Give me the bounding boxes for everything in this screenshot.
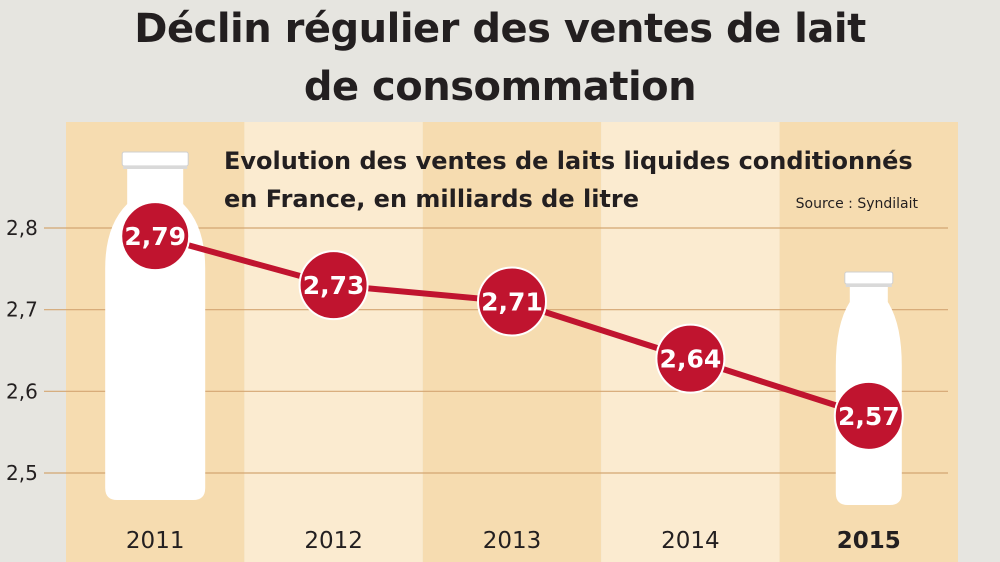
bottle-cap-ring xyxy=(845,284,892,287)
x-tick-label: 2013 xyxy=(483,528,542,554)
x-tick-label: 2014 xyxy=(661,528,720,554)
x-tick-label: 2011 xyxy=(126,528,185,554)
data-point-2015: 2,57 xyxy=(833,380,904,451)
y-tick-label: 2,7 xyxy=(6,298,38,322)
x-axis-ticks: 2011 2012 2013 2014 2015 xyxy=(126,528,901,554)
x-tick-label: 2012 xyxy=(304,528,363,554)
data-point-2011: 2,79 xyxy=(120,201,191,272)
column-band-2013 xyxy=(422,122,602,562)
data-point-circle xyxy=(120,201,191,272)
y-tick-label: 2,5 xyxy=(6,461,38,485)
data-point-circle xyxy=(655,323,726,394)
y-tick-label: 2,8 xyxy=(6,216,38,240)
chart-subtitle: Evolution des ventes de laits liquides c… xyxy=(224,142,924,218)
bottle-cap-ring xyxy=(123,166,188,169)
column-band-2012 xyxy=(244,122,423,562)
main-title-line-1: Déclin régulier des ventes de lait xyxy=(134,6,866,52)
y-tick-label: 2,6 xyxy=(6,379,38,403)
data-label: 2,57 xyxy=(838,402,900,431)
chart-subtitle-line-2: en France, en milliards de litre xyxy=(224,185,640,213)
main-title: Déclin régulier des ventes de lait de co… xyxy=(0,0,1000,116)
data-point-2013: 2,71 xyxy=(477,266,547,337)
source-note: Source : Syndilait xyxy=(795,196,918,212)
data-point-circle xyxy=(298,250,369,321)
y-axis-ticks: 2,8 2,7 2,6 2,5 xyxy=(6,216,38,485)
chart-subtitle-line-1: Evolution des ventes de laits liquides c… xyxy=(224,147,913,175)
data-label: 2,73 xyxy=(303,271,365,300)
bottle-cap xyxy=(844,271,894,285)
data-point-2012: 2,73 xyxy=(298,250,369,321)
data-points: 2,79 2,73 2,71 2,64 2,57 xyxy=(120,201,904,451)
data-point-circle xyxy=(477,266,547,337)
data-label: 2,71 xyxy=(481,288,543,317)
data-label: 2,64 xyxy=(660,345,722,374)
bottle-cap xyxy=(121,151,189,167)
data-label: 2,79 xyxy=(124,222,186,251)
data-point-circle xyxy=(833,380,904,451)
data-point-2014: 2,64 xyxy=(655,323,726,394)
x-tick-label: 2015 xyxy=(837,528,901,554)
main-title-line-2: de consommation xyxy=(303,64,697,110)
